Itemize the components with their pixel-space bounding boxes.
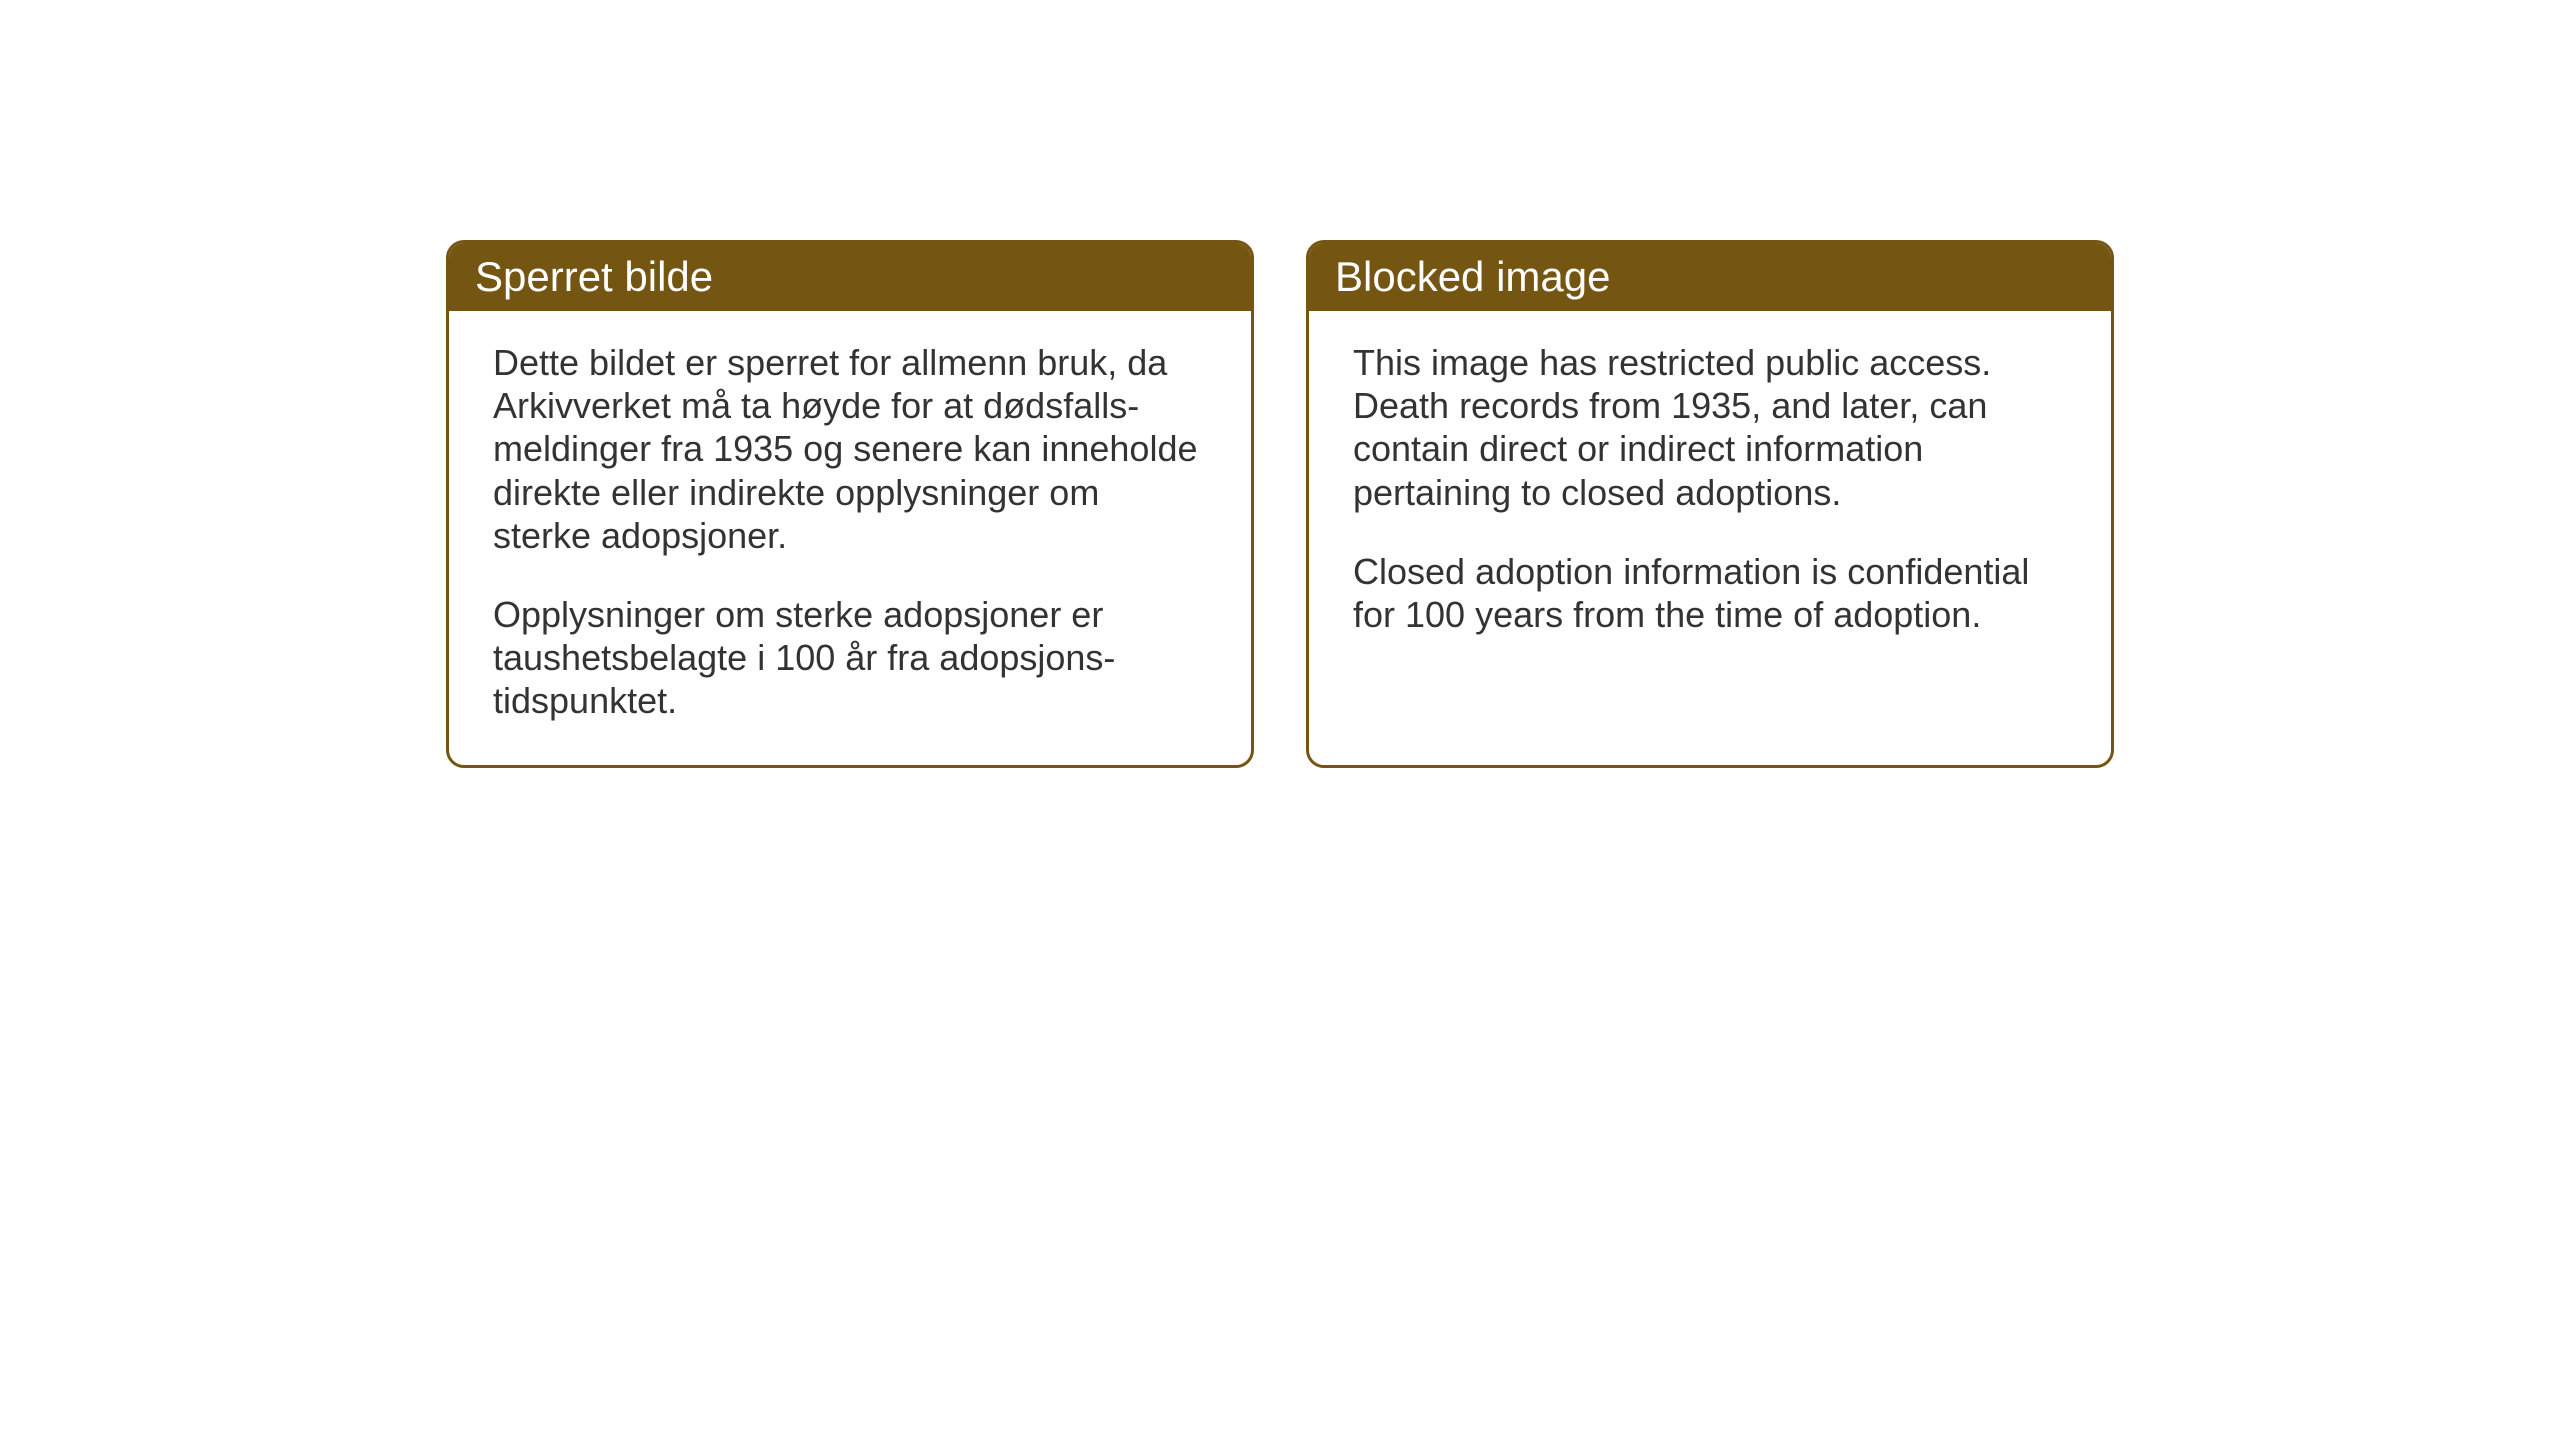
norwegian-notice-card: Sperret bilde Dette bildet er sperret fo… [446,240,1254,768]
english-card-body: This image has restricted public access.… [1309,311,2111,678]
norwegian-paragraph-2: Opplysninger om sterke adopsjoner er tau… [493,593,1207,723]
english-paragraph-2: Closed adoption information is confident… [1353,550,2067,636]
english-card-title: Blocked image [1309,243,2111,311]
notice-container: Sperret bilde Dette bildet er sperret fo… [446,240,2114,768]
norwegian-paragraph-1: Dette bildet er sperret for allmenn bruk… [493,341,1207,557]
english-notice-card: Blocked image This image has restricted … [1306,240,2114,768]
norwegian-card-title: Sperret bilde [449,243,1251,311]
english-paragraph-1: This image has restricted public access.… [1353,341,2067,514]
norwegian-card-body: Dette bildet er sperret for allmenn bruk… [449,311,1251,765]
